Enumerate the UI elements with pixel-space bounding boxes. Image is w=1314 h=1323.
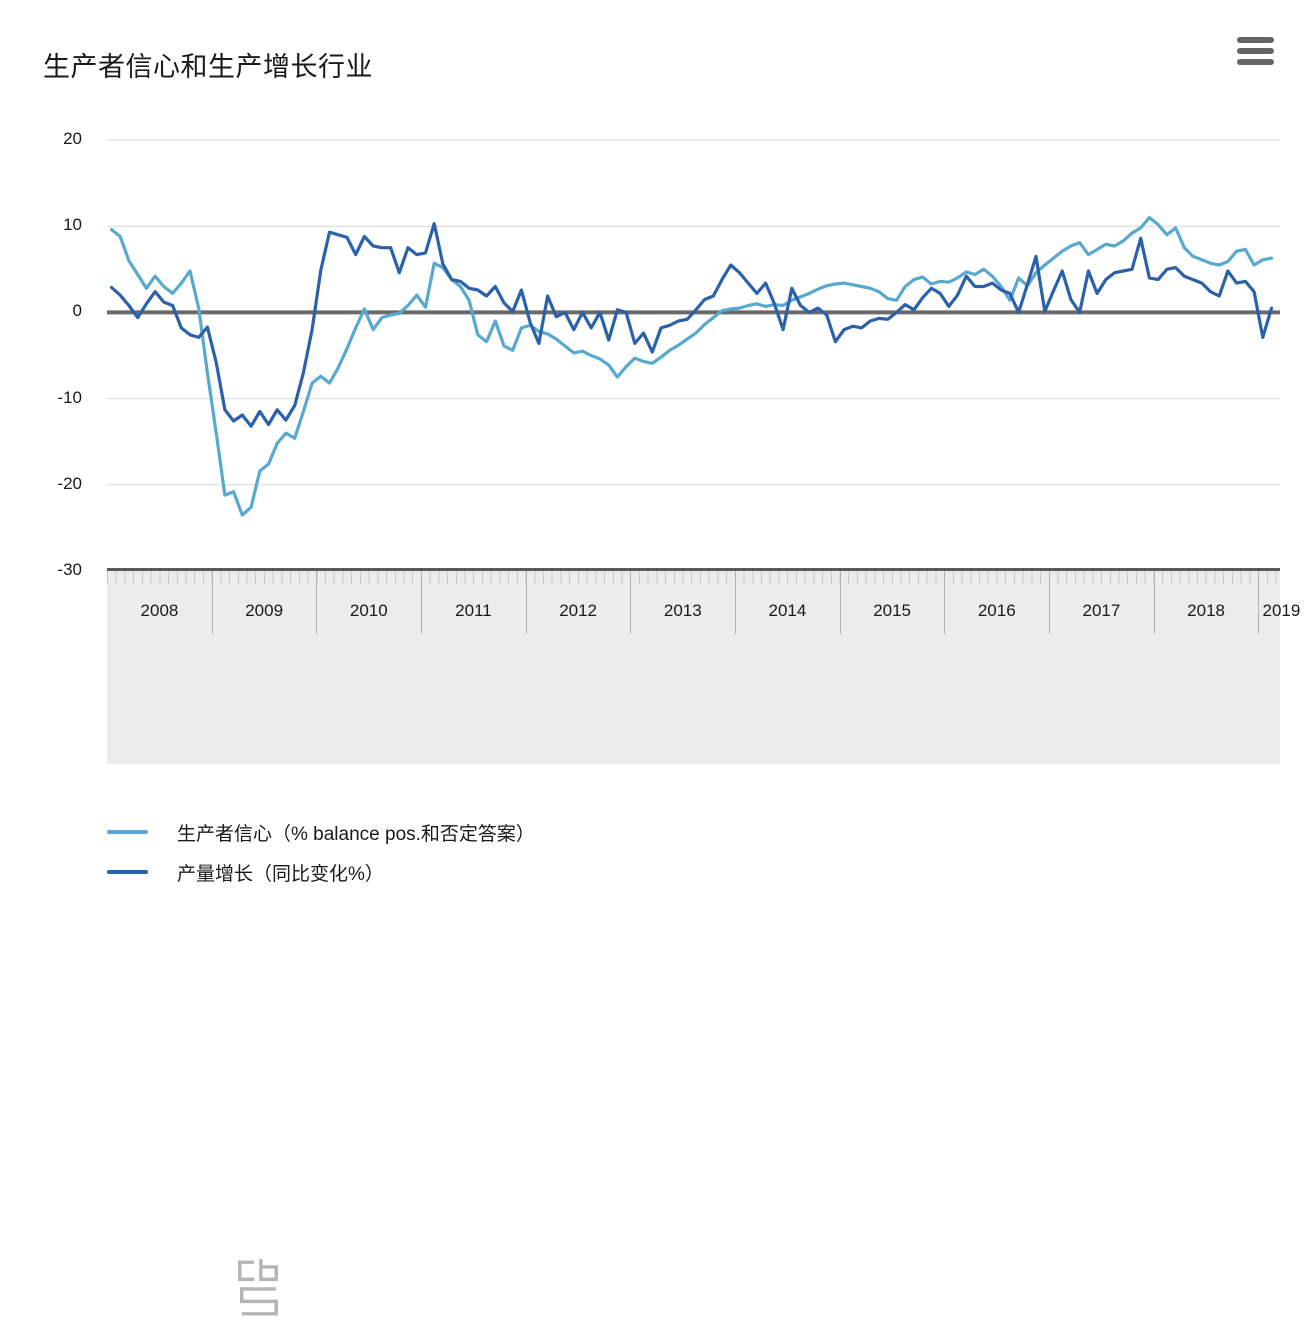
legend-label-1: 生产者信心（% balance pos.和否定答案）	[177, 823, 535, 845]
year-label-2018: 2018	[1187, 601, 1225, 620]
y-axis-tick-label: 0	[72, 301, 82, 321]
year-separator	[944, 571, 946, 634]
legend-item-2[interactable]: 产量增长（同比变化%）	[107, 852, 535, 892]
cbs-line-chart-page: { "header": { "title": "生产者信心和生产增长行业", "…	[43, 37, 1301, 1316]
y-axis-tick-label: -20	[57, 473, 82, 493]
year-separator	[316, 571, 318, 634]
x-axis-band: 2008 2009 2010 2011 2012 2013 2014 2015 2016 2017…	[107, 568, 1300, 1316]
cbs-logo	[236, 1258, 280, 1318]
y-axis-tick-label: 10	[63, 215, 82, 235]
year-label-2013: 2013	[663, 601, 702, 620]
year-label-2019: 2019	[1262, 601, 1301, 620]
year-label-2015: 2015	[873, 601, 912, 620]
y-axis-tick-label: -10	[57, 387, 82, 407]
year-label-2008: 2008	[140, 601, 179, 620]
year-separator	[1153, 571, 1155, 634]
year-separator	[421, 571, 423, 634]
chart-plot-area	[107, 139, 1280, 517]
year-label-2016: 2016	[977, 601, 1016, 620]
year-label-2014: 2014	[768, 601, 807, 620]
year-separator	[211, 571, 213, 634]
legend-label-2: 产量增长（同比变化%）	[177, 863, 384, 885]
year-separator	[525, 571, 527, 634]
legend-swatch-1	[107, 830, 148, 834]
year-label-2010: 2010	[349, 601, 388, 620]
year-label-2009: 2009	[245, 601, 284, 620]
chart-legend: 生产者信心（% balance pos.和否定答案） 产量增长（同比变化%）	[107, 812, 535, 892]
year-separator	[630, 571, 632, 634]
month-tick-ruler	[107, 571, 1280, 584]
legend-swatch-2	[107, 870, 148, 874]
year-label-2012: 2012	[559, 601, 598, 620]
page-title: 生产者信心和生产增长行业	[43, 52, 373, 83]
year-label-2017: 2017	[1082, 601, 1121, 620]
year-separator	[1049, 571, 1051, 634]
hamburger-menu-icon[interactable]	[1237, 37, 1275, 65]
year-label-2011: 2011	[455, 601, 492, 620]
y-axis-tick-label: 20	[63, 129, 82, 148]
y-axis-tick-label: -30	[57, 560, 82, 579]
series-line-2	[109, 221, 1274, 428]
year-separator	[735, 571, 737, 634]
legend-item-1[interactable]: 生产者信心（% balance pos.和否定答案）	[107, 812, 535, 852]
series-line-1	[109, 215, 1274, 517]
year-separator	[839, 571, 841, 634]
year-separator	[1258, 571, 1260, 634]
